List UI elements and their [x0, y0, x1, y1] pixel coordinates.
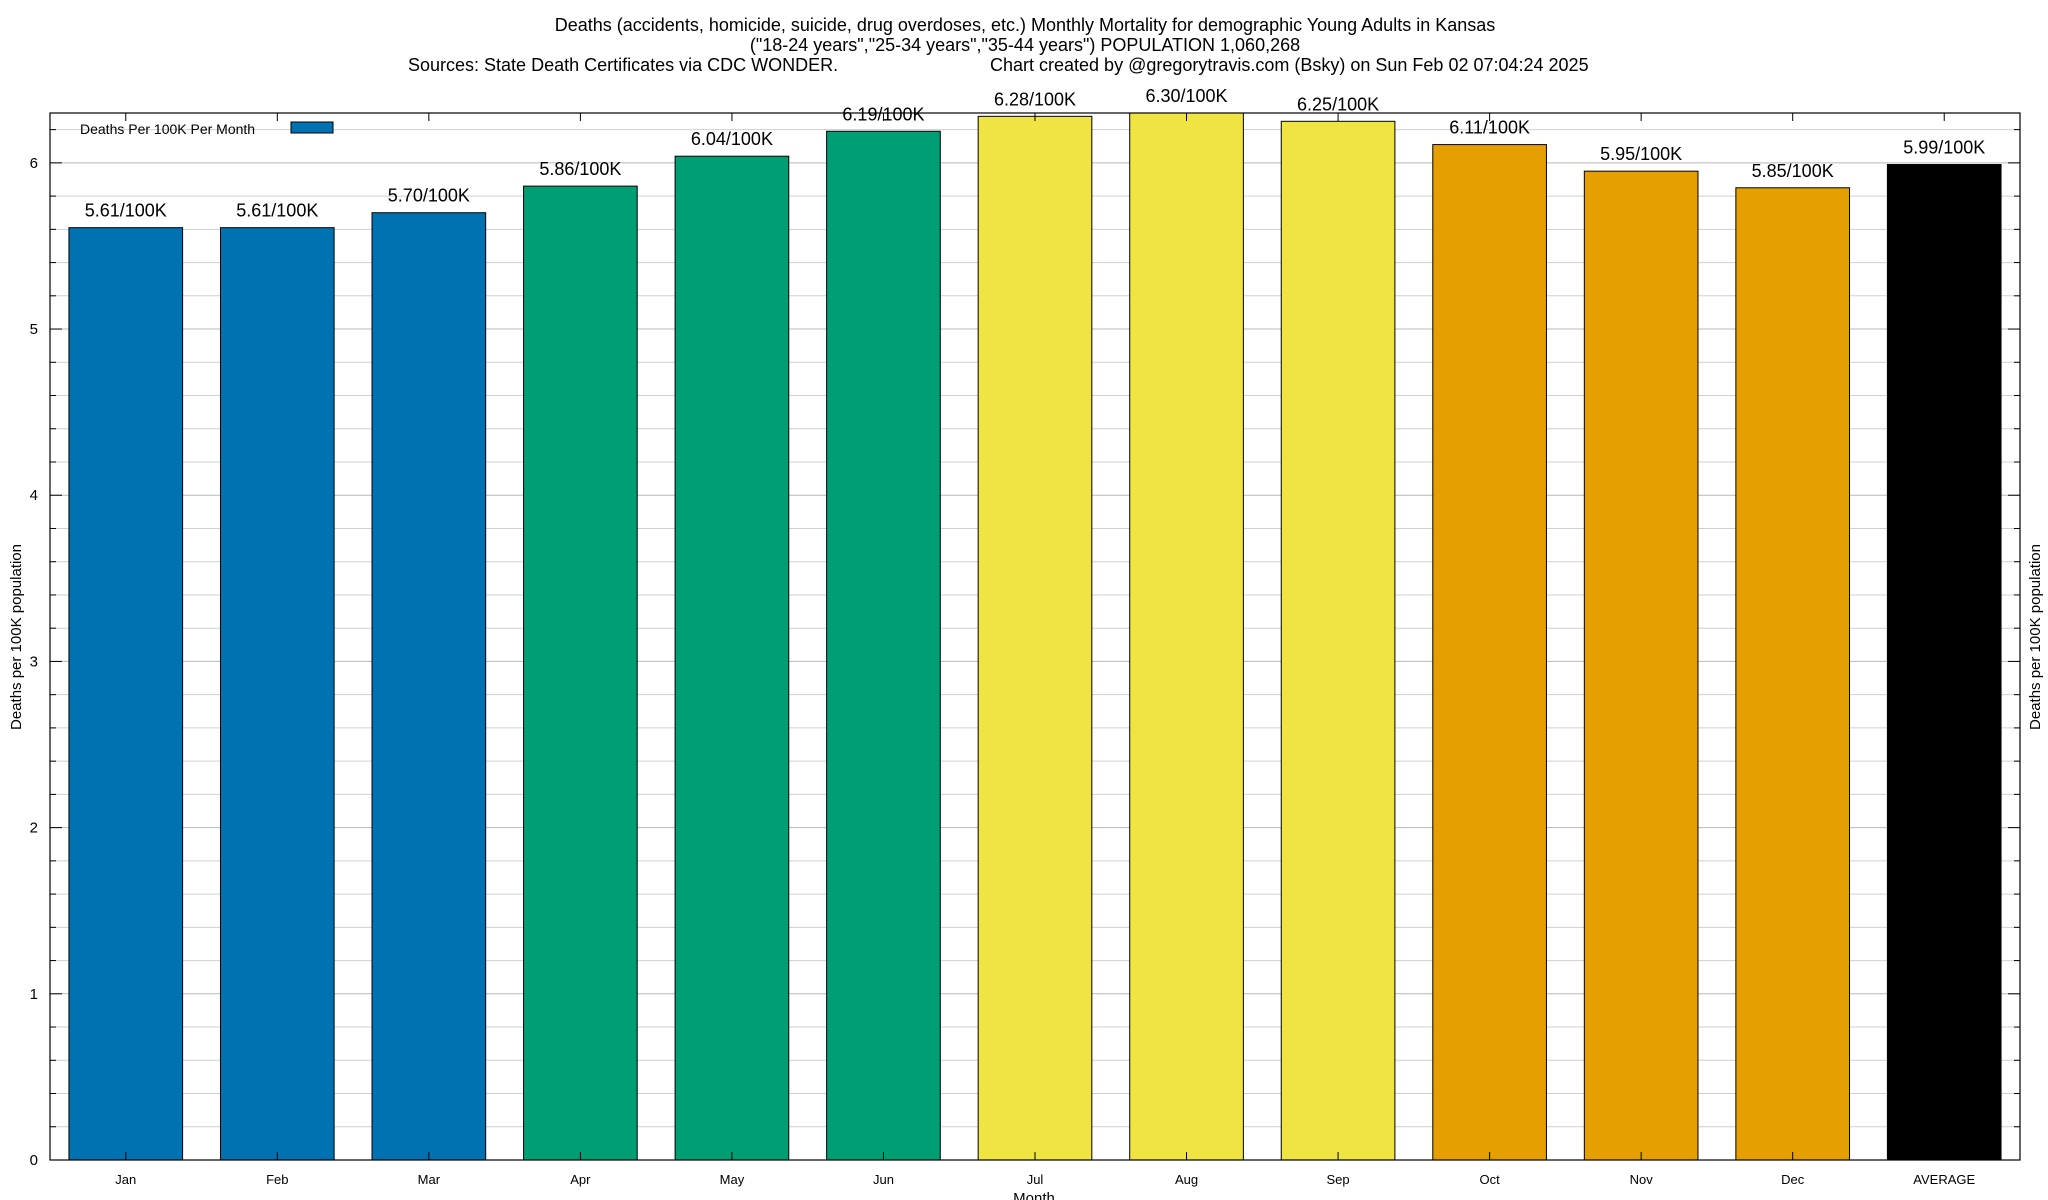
y-tick-label: 2 [30, 820, 38, 837]
bar-apr [523, 185, 638, 1161]
bar-oct [1432, 144, 1547, 1161]
bar-value-label: 6.04/100K [691, 129, 773, 149]
y-tick-label: 1 [30, 986, 38, 1003]
x-tick-label: May [720, 1172, 745, 1187]
x-tick-label: Sep [1327, 1172, 1350, 1187]
x-ticks-group: Jan Feb Mar Apr May Jun Jul Aug Sep Oct Nov Dec AVER… [115, 113, 1976, 1187]
y-ticks-group: 0 1 2 3 4 5 6 [30, 129, 2020, 1169]
x-tick-label: Mar [418, 1172, 441, 1187]
bar-value-label: 6.25/100K [1297, 94, 1379, 114]
chart-title: Deaths (accidents, homicide, suicide, dr… [555, 15, 1496, 35]
y2-axis-label: Deaths per 100K population [2027, 544, 2044, 730]
y-tick-label: 4 [30, 487, 38, 504]
chart-sources: Sources: State Death Certificates via CD… [408, 55, 838, 75]
plot-frame [49, 112, 2021, 1161]
y-tick-label: 5 [30, 321, 38, 338]
bar-feb [219, 227, 335, 1161]
bar-value-label: 6.11/100K [1449, 118, 1530, 138]
bar-value-label: 5.95/100K [1600, 144, 1682, 164]
bar-nov [1583, 170, 1699, 1161]
y-tick-label: 0 [30, 1152, 38, 1169]
bar-value-label: 5.70/100K [388, 186, 470, 206]
bar-value-label: 5.61/100K [236, 201, 318, 221]
x-tick-label: Oct [1479, 1172, 1500, 1187]
x-tick-label: Nov [1630, 1172, 1654, 1187]
bar-average [1886, 164, 2002, 1161]
legend: Deaths Per 100K Per Month [80, 121, 334, 137]
x-tick-label: Aug [1175, 1172, 1198, 1187]
chart-subtitle: ("18-24 years","25-34 years","35-44 year… [750, 35, 1300, 55]
y-tick-label: 3 [30, 653, 38, 670]
bar-aug [1129, 112, 1244, 1161]
bar-labels-group: 5.61/100K 5.61/100K 5.70/100K 5.86/100K 6.04… [85, 86, 1986, 221]
y-axis-label: Deaths per 100K population [8, 544, 25, 730]
bar-value-label: 5.99/100K [1903, 138, 1985, 158]
x-tick-label: Dec [1781, 1172, 1805, 1187]
bar-value-label: 5.85/100K [1752, 161, 1834, 181]
chart-credit: Chart created by @gregorytravis.com (Bsk… [990, 55, 1589, 75]
bar-jul [977, 115, 1093, 1161]
x-tick-label: Jan [115, 1172, 136, 1187]
bar-value-label: 5.61/100K [85, 201, 167, 221]
y-tick-label: 6 [30, 155, 38, 172]
bar-may [674, 155, 790, 1161]
x-axis-label: Month [1013, 1190, 1055, 1200]
bar-mar [371, 212, 487, 1161]
legend-label: Deaths Per 100K Per Month [80, 121, 255, 137]
bar-jan [68, 227, 184, 1161]
bar-value-label: 6.19/100K [842, 104, 924, 124]
x-tick-label: Apr [570, 1172, 591, 1187]
bar-dec [1735, 187, 1851, 1161]
x-tick-label: Jun [873, 1172, 894, 1187]
bar-value-label: 6.28/100K [994, 89, 1076, 109]
bar-jun [826, 130, 941, 1161]
x-tick-label: AVERAGE [1913, 1172, 1975, 1187]
bar-value-label: 5.86/100K [539, 159, 621, 179]
legend-swatch [290, 121, 334, 134]
bars-group [68, 112, 2002, 1161]
bar-value-label: 6.30/100K [1145, 86, 1227, 106]
x-tick-label: Jul [1027, 1172, 1044, 1187]
bar-sep [1280, 120, 1396, 1161]
x-tick-label: Feb [266, 1172, 288, 1187]
